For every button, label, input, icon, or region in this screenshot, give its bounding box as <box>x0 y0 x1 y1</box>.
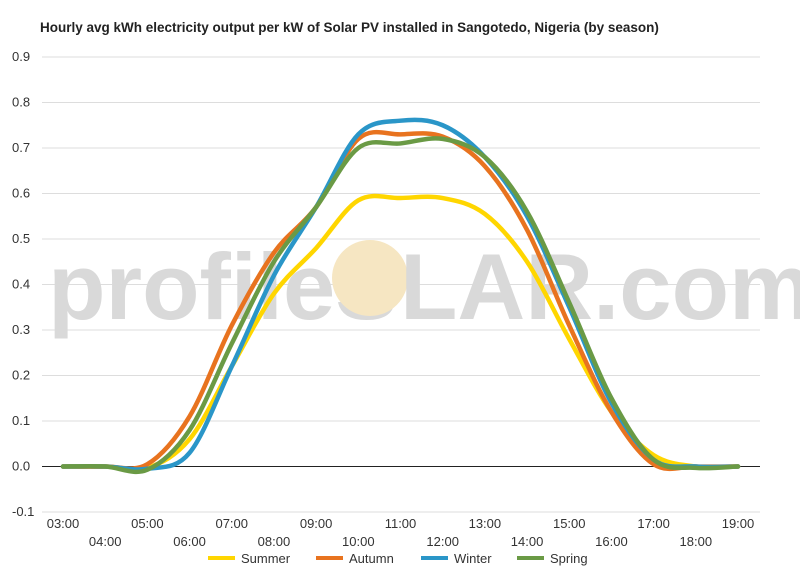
watermark-text-right: LAR.com <box>400 234 800 339</box>
y-tick-label: 0.5 <box>12 231 30 246</box>
x-tick-label: 12:00 <box>426 534 459 549</box>
y-tick-label: 0.0 <box>12 459 30 474</box>
x-tick-label: 06:00 <box>173 534 206 549</box>
x-tick-label: 10:00 <box>342 534 375 549</box>
watermark-sun-icon <box>332 240 408 316</box>
x-tick-label: 09:00 <box>300 516 333 531</box>
x-tick-label: 17:00 <box>637 516 670 531</box>
y-tick-label: 0.1 <box>12 413 30 428</box>
y-tick-label: 0.2 <box>12 368 30 383</box>
x-tick-label: 13:00 <box>469 516 502 531</box>
x-tick-label: 05:00 <box>131 516 164 531</box>
x-tick-label: 07:00 <box>215 516 248 531</box>
legend-label-summer: Summer <box>241 551 291 566</box>
x-tick-label: 14:00 <box>511 534 544 549</box>
x-tick-label: 08:00 <box>258 534 291 549</box>
series-line-autumn <box>60 129 741 472</box>
x-tick-label: 03:00 <box>47 516 80 531</box>
series-line-spring <box>60 136 741 475</box>
legend-label-autumn: Autumn <box>349 551 394 566</box>
x-tick-label: 16:00 <box>595 534 628 549</box>
y-tick-label: 0.3 <box>12 322 30 337</box>
y-tick-label: 0.9 <box>12 49 30 64</box>
watermark: profileS LAR.com <box>48 234 800 339</box>
legend-label-winter: Winter <box>454 551 492 566</box>
y-tick-label: 0.8 <box>12 95 30 110</box>
y-tick-label: 0.7 <box>12 140 30 155</box>
x-tick-label: 11:00 <box>385 516 417 531</box>
chart-title: Hourly avg kWh electricity output per kW… <box>40 20 659 35</box>
x-tick-label: 18:00 <box>680 534 713 549</box>
x-tick-label: 15:00 <box>553 516 586 531</box>
x-tick-label: 04:00 <box>89 534 122 549</box>
x-tick-label: 19:00 <box>722 516 755 531</box>
y-tick-label: 0.6 <box>12 186 30 201</box>
legend-label-spring: Spring <box>550 551 588 566</box>
y-tick-label: 0.4 <box>12 277 30 292</box>
y-tick-label: -0.1 <box>12 504 34 519</box>
